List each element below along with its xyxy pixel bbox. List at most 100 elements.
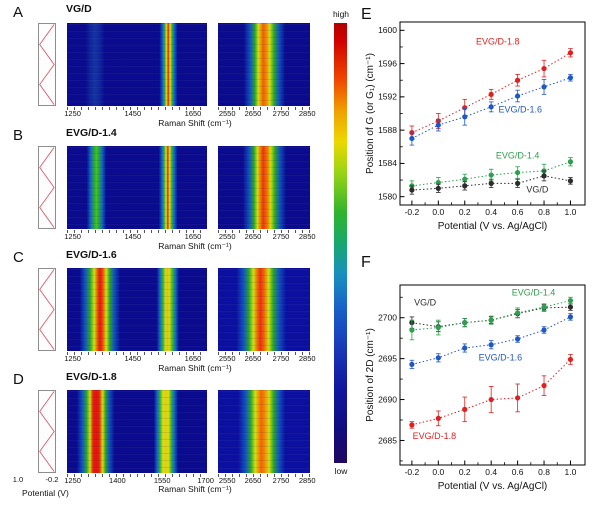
axis-tick-label: 2850: [298, 354, 316, 363]
panel-b-title: EVG/D-1.4: [66, 127, 117, 139]
axis-tick-label: 2550: [218, 232, 236, 241]
axis-tick-label: 1400: [109, 476, 126, 485]
svg-text:2695: 2695: [378, 353, 397, 363]
axis-tick-label: 2550: [218, 354, 236, 363]
svg-text:1592: 1592: [378, 92, 397, 102]
svg-text:2700: 2700: [378, 313, 397, 323]
panel-a-title: VG/D: [66, 3, 92, 15]
axis-tick-label: 1250: [64, 109, 81, 118]
axis-tick-label: 2750: [272, 109, 290, 118]
potential-tick-label: -0.2: [45, 475, 59, 484]
svg-text:EVG/D-1.4: EVG/D-1.4: [512, 288, 556, 298]
panel-a-letter: A: [13, 4, 24, 21]
axis-tick-label: 2550: [218, 109, 236, 118]
panel-b-potential-waveform: [38, 146, 56, 229]
axis-tick-label: 2650: [244, 232, 262, 241]
panel-a-heatmap-2d: [218, 23, 310, 106]
axis-ticks: [67, 107, 207, 110]
svg-text:-0.2: -0.2: [405, 207, 420, 217]
panel-c-potential-waveform: [38, 268, 56, 351]
axis-tick-label: 2650: [244, 109, 262, 118]
svg-text:EVG/D-1.8: EVG/D-1.8: [413, 431, 457, 441]
svg-text:0.4: 0.4: [485, 467, 497, 477]
svg-text:Potential (V vs. Ag/AgCl): Potential (V vs. Ag/AgCl): [438, 221, 548, 232]
raman-shift-axis-label: Raman Shift (cm⁻¹): [158, 363, 232, 373]
axis-tick-label: 1250: [64, 232, 81, 241]
svg-text:1.0: 1.0: [565, 467, 577, 477]
panel-b-heatmap-dg: [67, 146, 207, 229]
svg-text:2690: 2690: [378, 394, 397, 404]
axis-tick-label: 1250: [64, 476, 81, 485]
panel-a-map1-axis: 1250 1450 1650: [64, 109, 207, 119]
axis-tick-label: 2550: [218, 476, 236, 485]
svg-text:EVG/D-1.8: EVG/D-1.8: [476, 36, 520, 46]
svg-text:0.8: 0.8: [538, 467, 550, 477]
potential-tick-label: 1.0: [12, 475, 24, 484]
svg-text:1596: 1596: [378, 58, 397, 68]
axis-tick-label: 2750: [272, 232, 290, 241]
panel-d-map2-axis: 2550 2650 2750 2850: [218, 476, 316, 486]
panel-d-heatmap-dg: [67, 390, 207, 473]
panel-c-map2-axis: 2550 2650 2750 2850: [218, 354, 316, 364]
zigzag-waveform-icon: [39, 24, 55, 105]
panel-d-letter: D: [13, 371, 24, 388]
raman-shift-axis-label: Raman Shift (cm⁻¹): [158, 118, 232, 128]
chart-g-position: 1580 1584 1588 1592 1596 1600 -0.2 0.0 0.2 0.4 0.6…: [365, 21, 586, 232]
colorbar-high-label: high: [332, 9, 350, 19]
panel-b-letter: B: [13, 127, 24, 144]
svg-text:2685: 2685: [378, 435, 397, 445]
svg-text:VG/D: VG/D: [526, 185, 549, 195]
panel-a-potential-waveform: [38, 23, 56, 106]
axis-tick-label: 1700: [197, 476, 214, 485]
axis-tick-label: 2750: [272, 476, 290, 485]
axis-tick-label: 1550: [153, 476, 171, 485]
axis-tick-label: 2650: [244, 354, 262, 363]
svg-text:-0.2: -0.2: [405, 467, 420, 477]
panel-d-potential-waveform: [38, 390, 56, 473]
svg-text:Position of G (or G₁) (cm⁻¹): Position of G (or G₁) (cm⁻¹): [365, 53, 376, 174]
axis-ticks: [67, 230, 207, 233]
svg-text:EVG/D-1.6: EVG/D-1.6: [479, 352, 523, 362]
svg-text:VG/D: VG/D: [414, 297, 437, 307]
panel-b-map2-axis: 2550 2650 2750 2850: [218, 232, 316, 242]
svg-text:EVG/D-1.4: EVG/D-1.4: [496, 150, 540, 160]
svg-text:0.4: 0.4: [485, 207, 497, 217]
panel-a-heatmap-dg: [67, 23, 207, 106]
panel-c-heatmap-dg: [67, 268, 207, 351]
axis-tick-label: 2650: [244, 476, 262, 485]
svg-text:0.2: 0.2: [459, 207, 471, 217]
zigzag-waveform-icon: [39, 147, 55, 228]
svg-text:1580: 1580: [378, 191, 397, 201]
zigzag-waveform-icon: [39, 391, 55, 472]
svg-text:0.2: 0.2: [459, 467, 471, 477]
panel-d-map1-axis: 1250 1400 1550 1700: [64, 476, 214, 486]
axis-ticks: [218, 352, 310, 355]
svg-text:1600: 1600: [378, 25, 397, 35]
svg-text:Potential (V vs. Ag/AgCl): Potential (V vs. Ag/AgCl): [438, 481, 548, 492]
axis-ticks: [67, 352, 207, 355]
axis-ticks: [218, 230, 310, 233]
axis-tick-label: 1650: [184, 354, 202, 363]
panel-d-title: EVG/D-1.8: [66, 371, 117, 383]
panel-d-heatmap-2d: [218, 390, 310, 473]
panel-b-map1-axis: 1250 1450 1650: [64, 232, 207, 242]
axis-tick-label: 2750: [272, 354, 290, 363]
zigzag-waveform-icon: [39, 269, 55, 350]
axis-tick-label: 1450: [124, 354, 142, 363]
svg-text:EVG/D-1.6: EVG/D-1.6: [498, 105, 542, 115]
panel-c-letter: C: [13, 249, 24, 266]
axis-tick-label: 1450: [124, 109, 142, 118]
axis-tick-label: 1650: [184, 109, 202, 118]
svg-text:0.0: 0.0: [432, 207, 444, 217]
svg-text:1584: 1584: [378, 158, 397, 168]
panel-b-heatmap-2d: [218, 146, 310, 229]
svg-text:1.0: 1.0: [565, 207, 577, 217]
colorbar-low-label: low: [334, 466, 348, 476]
svg-text:0.8: 0.8: [538, 207, 550, 217]
chart-2d-position: 2685 2690 2695 2700 -0.2 0.0 0.2 0.4 0.6 0.8 1.0 VG…: [365, 284, 586, 492]
panel-c-title: EVG/D-1.6: [66, 249, 117, 261]
axis-tick-label: 2850: [298, 109, 316, 118]
svg-text:0.6: 0.6: [512, 467, 524, 477]
panel-e-letter: E: [361, 6, 372, 23]
